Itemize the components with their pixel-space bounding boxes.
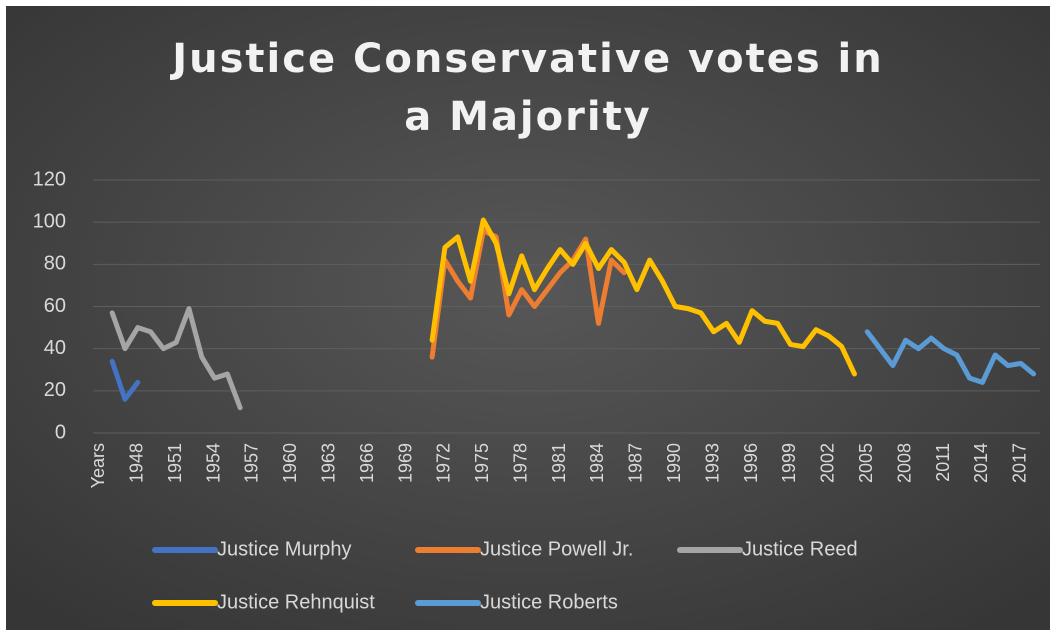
legend-label: Justice Powell Jr.: [480, 538, 633, 560]
x-tick-label: 1951: [165, 443, 185, 483]
x-tick-label: 1966: [357, 443, 377, 483]
series-line: [429, 228, 627, 360]
x-tick-label: 1981: [549, 443, 569, 483]
series-line: [864, 329, 1037, 385]
legend-label: Justice Murphy: [217, 538, 352, 560]
legend-label: Justice Roberts: [480, 591, 618, 613]
x-tick-label: 1987: [626, 443, 646, 483]
series-line: [429, 217, 857, 377]
x-tick-label: 2011: [933, 443, 953, 482]
x-tick-label: 1960: [280, 443, 300, 483]
x-tick-label: 1963: [319, 443, 339, 483]
y-tick-label: 100: [33, 210, 66, 232]
x-tick-label: 1954: [203, 443, 223, 483]
x-tick-label: 2008: [894, 443, 914, 483]
x-tick-label: 2002: [818, 443, 838, 483]
x-tick-label: 1984: [587, 443, 607, 483]
series-line: [109, 358, 141, 402]
legend-label: Justice Rehnquist: [217, 591, 375, 613]
chart-title: Justice Conservative votes in a Majority: [172, 36, 884, 140]
chart-background: [6, 6, 1050, 630]
x-tick-label: 1948: [127, 443, 147, 483]
series-line: [109, 306, 243, 411]
legend-label: Justice Reed: [742, 538, 858, 560]
x-tick-label: 1993: [702, 443, 722, 483]
x-tick-label: 1978: [510, 443, 530, 483]
x-tick-label: 1969: [395, 443, 415, 483]
y-tick-label: 80: [44, 253, 66, 275]
x-tick-label: 1999: [779, 443, 799, 483]
x-tick-label: 2017: [1010, 443, 1030, 483]
y-tick-label: 40: [44, 337, 66, 359]
x-tick-label: 2005: [856, 443, 876, 483]
y-tick-label: 20: [44, 379, 66, 401]
x-tick-label: 1975: [472, 443, 492, 483]
x-tick-label: 1990: [664, 443, 684, 483]
x-tick-label: Years: [88, 443, 108, 488]
y-tick-label: 0: [55, 421, 66, 443]
x-tick-label: 1972: [434, 443, 454, 483]
y-tick-label: 120: [33, 168, 66, 190]
y-tick-label: 60: [44, 295, 66, 317]
x-tick-label: 1957: [242, 443, 262, 483]
x-tick-label: 2014: [971, 443, 991, 483]
x-tick-label: 1996: [741, 443, 761, 483]
